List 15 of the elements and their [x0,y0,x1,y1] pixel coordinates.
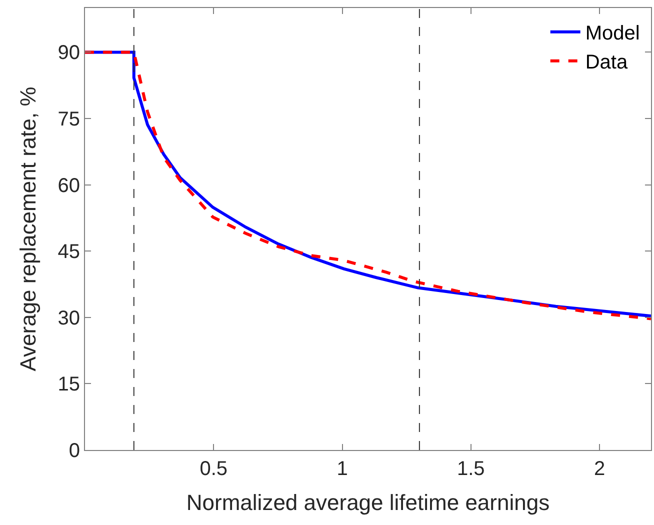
y-tick-label: 75 [58,108,80,130]
x-tick-label: 2 [594,458,606,480]
y-tick-label: 0 [68,440,80,462]
legend-label: Model [585,22,640,45]
y-tick-label: 15 [58,374,80,396]
x-tick-label: 1.5 [457,458,485,480]
x-axis-title: Normalized average lifetime earnings [186,490,550,515]
y-axis-title: Average replacement rate, % [16,86,41,372]
y-tick-label: 60 [58,174,80,197]
legend-label: Data [585,52,628,74]
x-tick-label: 1 [336,458,348,480]
y-tick-label: 30 [58,307,80,330]
x-tick-label: 0.5 [200,458,228,480]
y-tick-label: 45 [58,241,80,264]
y-tick-label: 90 [58,42,80,64]
